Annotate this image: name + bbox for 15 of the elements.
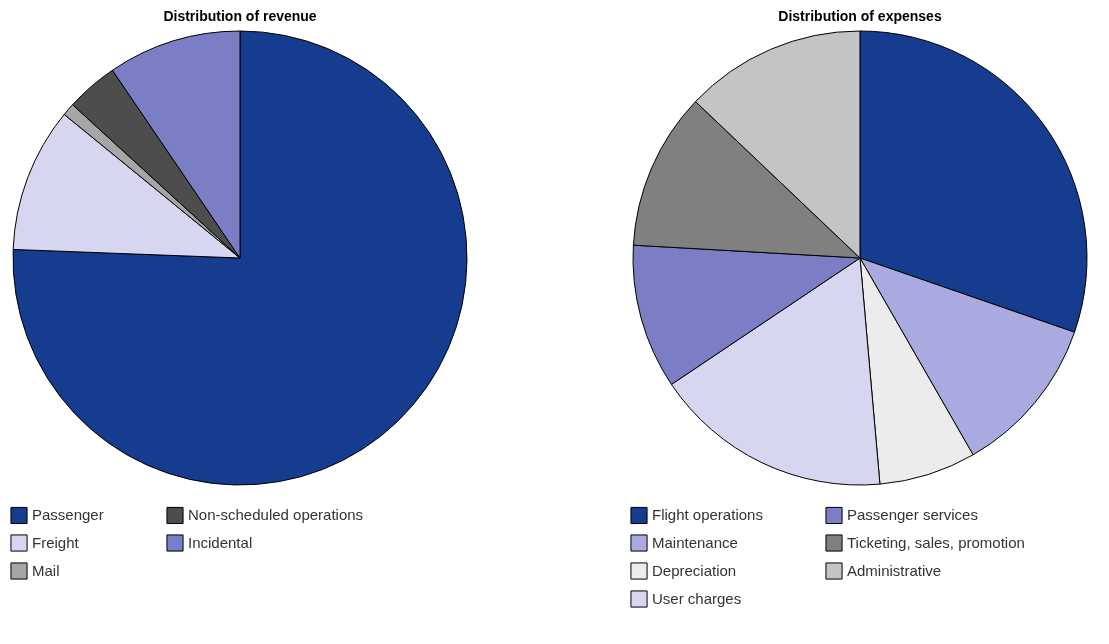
chart-title: Distribution of expenses (778, 8, 942, 24)
pie-slice (12, 30, 468, 486)
legend-label: Freight (32, 534, 80, 551)
legend-label: Mail (32, 562, 60, 579)
legend-label: Maintenance (652, 534, 738, 551)
legend-label: Flight operations (652, 506, 763, 524)
legend-label: Passenger (32, 506, 104, 524)
legend-label: Ticketing, sales, promotion (847, 534, 1025, 551)
legend-label: Depreciation (652, 562, 737, 579)
legend-label: Non-scheduled operations (188, 506, 364, 524)
legend-label: Passenger services (847, 506, 978, 524)
legend-label: User charges (652, 590, 742, 607)
legend-label: Incidental (188, 534, 253, 551)
chart-title: Distribution of revenue (163, 8, 317, 24)
legend-label: Administrative (847, 562, 942, 579)
